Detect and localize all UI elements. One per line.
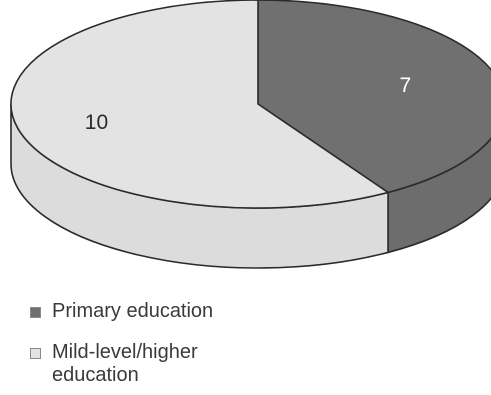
pie-chart: 7 10 (10, 0, 491, 269)
pie-slice-mild-level-higher-education (10, 0, 389, 209)
data-label-mild-level-higher-education: 10 (85, 111, 108, 134)
legend-label-mild-level-higher-education: Mild-level/higher education (52, 341, 198, 386)
data-label-primary-education: 7 (399, 74, 411, 97)
legend-item-primary-education: Primary education (30, 300, 330, 323)
pie-slice-primary-education (257, 0, 491, 194)
legend: Primary education Mild-level/higher educ… (30, 300, 330, 387)
legend-swatch-mild-level-higher-education (30, 348, 41, 359)
pie-slices (10, 0, 491, 209)
pie-data-labels: 7 10 (85, 74, 411, 134)
legend-item-mild-level-higher-education: Mild-level/higher education (30, 341, 330, 387)
legend-swatch-primary-education (30, 307, 41, 318)
legend-label-primary-education: Primary education (52, 300, 214, 322)
